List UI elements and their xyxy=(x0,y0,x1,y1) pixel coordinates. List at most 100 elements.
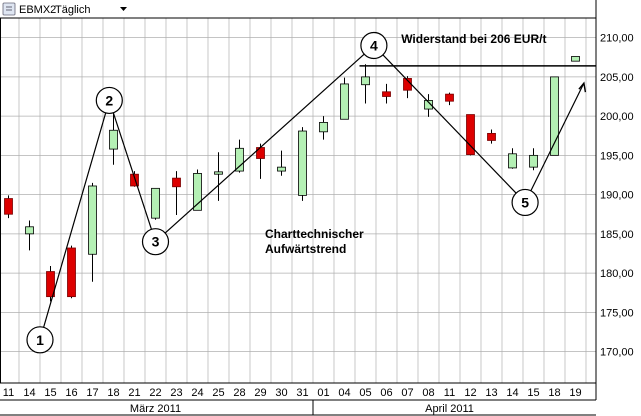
candle xyxy=(571,56,580,62)
x-tick-label: 30 xyxy=(275,387,287,399)
y-tick-label: 170,00 xyxy=(600,347,634,359)
pivot-label: 4 xyxy=(370,37,378,53)
candle xyxy=(424,94,433,117)
candle xyxy=(466,114,475,156)
x-tick-label: 15 xyxy=(44,387,56,399)
candle xyxy=(67,245,76,299)
pivot-marker xyxy=(26,326,54,354)
x-tick-label: 15 xyxy=(527,387,539,399)
candle-body-up xyxy=(529,154,538,168)
candle xyxy=(508,148,517,169)
candle-body-up xyxy=(424,100,433,110)
candle-body-down xyxy=(67,247,76,298)
x-tick-label: 14 xyxy=(506,387,518,399)
x-tick-label: 23 xyxy=(170,387,182,399)
candle xyxy=(277,150,286,176)
x-tick-label: 11 xyxy=(3,387,14,399)
candle-body-down xyxy=(130,173,139,187)
pivot-label: 1 xyxy=(36,332,44,348)
x-tick-label: 31 xyxy=(296,387,308,399)
candle xyxy=(109,108,118,165)
month-label: März 2011 xyxy=(130,403,181,415)
candle xyxy=(529,148,538,171)
candle-body-up xyxy=(214,171,223,175)
x-tick-label: 28 xyxy=(233,387,245,399)
candle xyxy=(403,76,412,99)
resistance-label: Widerstand bei 206 EUR/t xyxy=(401,32,546,46)
x-tick-label: 05 xyxy=(359,387,371,399)
candle xyxy=(445,92,454,106)
candle xyxy=(235,139,244,173)
candle-body-up xyxy=(109,129,118,150)
candle xyxy=(25,220,34,251)
y-tick-label: 180,00 xyxy=(600,268,634,280)
candle-body-down xyxy=(172,177,181,188)
chart-interval: Täglich xyxy=(55,4,90,16)
pivot-marker xyxy=(141,228,170,256)
x-tick-label: 12 xyxy=(464,387,476,399)
y-tick-label: 200,00 xyxy=(600,111,634,123)
y-tick-label: 205,00 xyxy=(600,72,634,84)
candle xyxy=(487,129,496,144)
x-tick-label: 19 xyxy=(569,387,581,399)
x-tick-label: 22 xyxy=(149,387,161,399)
candle xyxy=(46,266,55,302)
candle xyxy=(361,64,370,104)
candle-body-down xyxy=(487,132,496,141)
month-label: April 2011 xyxy=(425,403,474,415)
candle-body-up xyxy=(277,166,286,172)
x-tick-label: 17 xyxy=(86,387,98,399)
x-tick-label: 16 xyxy=(65,387,77,399)
candle xyxy=(256,143,265,179)
candle-body-up xyxy=(319,121,328,133)
candle-body-up xyxy=(361,76,370,86)
grid xyxy=(0,18,596,383)
candles xyxy=(4,56,580,302)
y-tick-label: 175,00 xyxy=(600,307,634,319)
trend-annotation-line2: Aufwärtstrend xyxy=(265,242,346,256)
candle-body-up xyxy=(235,147,244,172)
candle-body-up xyxy=(508,153,517,169)
pivot-label: 3 xyxy=(152,234,160,250)
candle-body-up xyxy=(151,187,160,219)
y-tick-label: 190,00 xyxy=(600,190,634,202)
candle xyxy=(340,77,349,120)
candle-body-up xyxy=(550,76,559,156)
trend-arrow-head xyxy=(578,81,587,93)
chart-symbol: EBMX2 xyxy=(19,4,56,16)
x-tick-label: 11 xyxy=(444,387,455,399)
pivot-marker xyxy=(511,188,539,217)
pivot-label: 2 xyxy=(105,92,113,108)
trend-annotation-line1: Charttechnischer xyxy=(265,227,364,241)
pivot-marker xyxy=(360,31,388,60)
candle-body-down xyxy=(4,198,13,215)
x-tick-label: 13 xyxy=(485,387,497,399)
candle-body-down xyxy=(445,93,454,102)
x-tick-label: 04 xyxy=(338,387,350,399)
y-tick-label: 185,00 xyxy=(600,229,634,241)
trend-overlay: 1 2 3 4 5 xyxy=(26,31,596,354)
chart-header[interactable]: EBMX2 Täglich xyxy=(2,2,127,16)
pivot-label: 5 xyxy=(521,194,529,210)
candle-body-up xyxy=(298,130,307,196)
candle-body-up xyxy=(193,173,202,211)
candle xyxy=(151,187,160,220)
pivot-marker xyxy=(95,86,123,115)
x-tick-label: 18 xyxy=(107,387,119,399)
y-tick-label: 210,00 xyxy=(600,33,634,45)
candle xyxy=(214,152,223,201)
y-tick-label: 195,00 xyxy=(600,150,634,162)
candle xyxy=(382,83,391,104)
candle-body-down xyxy=(466,114,475,155)
candle xyxy=(319,116,328,140)
candle-body-up xyxy=(25,226,34,235)
triangle-down-icon[interactable] xyxy=(120,7,127,11)
trend-line xyxy=(39,44,585,340)
x-tick-label: 18 xyxy=(548,387,560,399)
candle xyxy=(88,182,97,282)
x-tick-label: 29 xyxy=(254,387,266,399)
x-tick-label: 07 xyxy=(401,387,413,399)
candle xyxy=(298,127,307,201)
